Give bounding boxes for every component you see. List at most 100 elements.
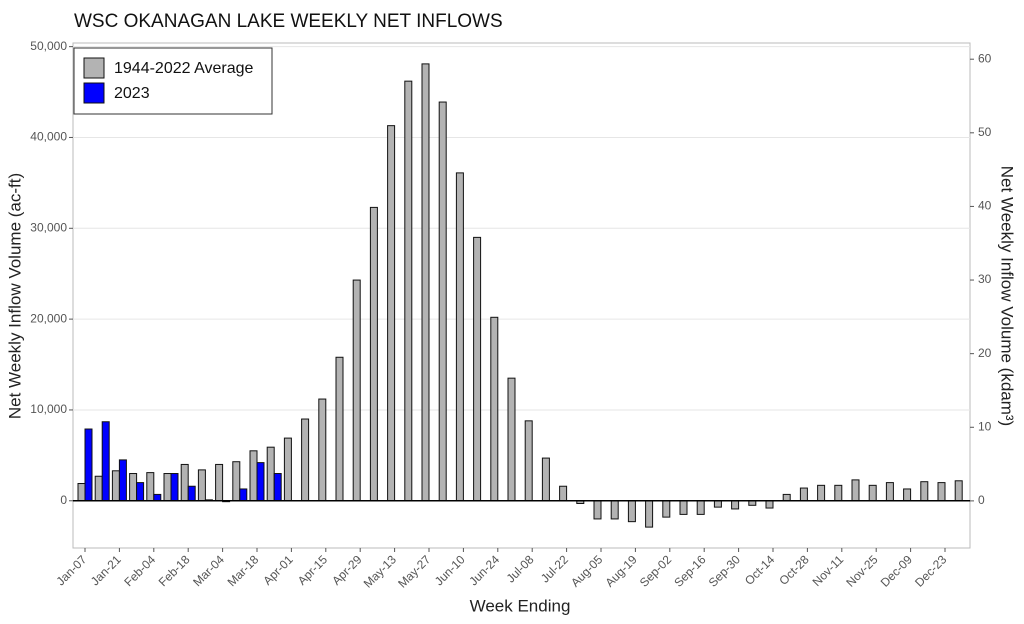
bar (524, 420, 533, 502)
x-tick-label: Nov-25 (843, 552, 880, 589)
y-tick-label: 20,000 (30, 311, 67, 325)
y2-tick-label: 30 (978, 272, 992, 286)
bar (283, 437, 292, 502)
x-tick-label: May-27 (395, 552, 433, 590)
bar (215, 463, 224, 502)
y-tick-label: 0 (60, 493, 67, 507)
x-tick-label: Feb-04 (121, 552, 158, 589)
x-tick-label: Nov-11 (810, 552, 847, 589)
x-tick-label: Sep-02 (637, 552, 674, 589)
bar (335, 356, 344, 502)
bar (239, 488, 248, 502)
bar (610, 500, 619, 520)
bar (696, 500, 705, 515)
bar (387, 125, 396, 502)
bar (868, 484, 877, 502)
x-tick-label: Sep-16 (671, 552, 708, 589)
bar (404, 80, 413, 502)
x-tick-label: May-13 (361, 552, 399, 590)
bar (645, 500, 654, 528)
bar (197, 469, 206, 502)
bar (153, 493, 162, 502)
legend-swatch (83, 57, 105, 79)
x-tick-label: Dec-09 (878, 552, 915, 589)
bar (94, 475, 103, 502)
bar (954, 480, 963, 502)
y-tick-label: 10,000 (30, 402, 67, 416)
bar (834, 484, 843, 502)
x-tick-label: Aug-19 (602, 552, 639, 589)
bar (765, 500, 774, 509)
bar (593, 500, 602, 520)
x-tick-label: Jun-10 (432, 552, 468, 588)
bar (851, 479, 860, 502)
bar (301, 418, 310, 502)
bar (817, 484, 826, 502)
bar (249, 450, 258, 502)
bar (146, 472, 155, 502)
x-tick-label: Jul-08 (504, 552, 537, 585)
legend-label: 2023 (114, 85, 150, 102)
bar (129, 473, 138, 502)
bar (77, 483, 86, 502)
chart-title: WSC OKANAGAN LAKE WEEKLY NET INFLOWS (74, 11, 503, 32)
bar (885, 482, 894, 502)
x-tick-label: Apr-15 (295, 552, 331, 588)
y2-tick-label: 10 (978, 419, 992, 433)
bar (273, 473, 282, 502)
bar (118, 459, 127, 502)
plot-area (72, 42, 971, 549)
bar (180, 463, 189, 502)
y2-tick-label: 40 (978, 199, 992, 213)
y2-axis-title: Net Weekly Inflow Volume (kdam³) (998, 166, 1017, 426)
legend-swatch (83, 82, 105, 104)
bar (318, 398, 327, 502)
bar (920, 481, 929, 502)
bar (352, 279, 361, 502)
legend-label: 1944-2022 Average (114, 60, 253, 77)
bar (782, 493, 791, 502)
bar (266, 446, 275, 502)
x-tick-label: Apr-29 (329, 552, 365, 588)
bar (232, 461, 241, 502)
bar (455, 172, 464, 502)
bar (937, 482, 946, 502)
bar (163, 473, 172, 502)
bar (111, 470, 120, 502)
bar (559, 485, 568, 502)
y-tick-label: 50,000 (30, 39, 67, 53)
bar (713, 500, 722, 508)
x-tick-label: Sep-30 (706, 552, 743, 589)
x-tick-label: Aug-05 (568, 552, 605, 589)
bar (473, 236, 482, 502)
y-axis-title: Net Weekly Inflow Volume (ac-ft) (5, 173, 24, 419)
bar (369, 206, 378, 502)
bar (256, 462, 265, 502)
x-tick-label: Dec-23 (912, 552, 949, 589)
bar (421, 63, 430, 502)
bar (507, 377, 516, 502)
x-tick-label: Mar-18 (225, 552, 262, 589)
x-tick-label: Jul-22 (538, 552, 571, 585)
bar (662, 500, 671, 518)
x-tick-label: Oct-28 (776, 552, 812, 588)
y2-tick-label: 20 (978, 346, 992, 360)
x-tick-label: Apr-01 (260, 552, 296, 588)
bar (731, 500, 740, 510)
y-tick-label: 30,000 (30, 220, 67, 234)
x-tick-label: Jan-07 (54, 552, 90, 588)
x-tick-label: Jan-21 (88, 552, 124, 588)
y2-tick-label: 60 (978, 51, 992, 65)
bar (136, 482, 145, 502)
bar (84, 428, 93, 502)
bar (679, 500, 688, 515)
x-tick-label: Feb-18 (156, 552, 193, 589)
bar (627, 500, 636, 523)
bar (438, 101, 447, 502)
x-tick-label: Mar-04 (190, 552, 227, 589)
bar (170, 473, 179, 502)
x-tick-label: Jun-24 (466, 552, 502, 588)
bar (903, 488, 912, 502)
bar (541, 457, 550, 502)
